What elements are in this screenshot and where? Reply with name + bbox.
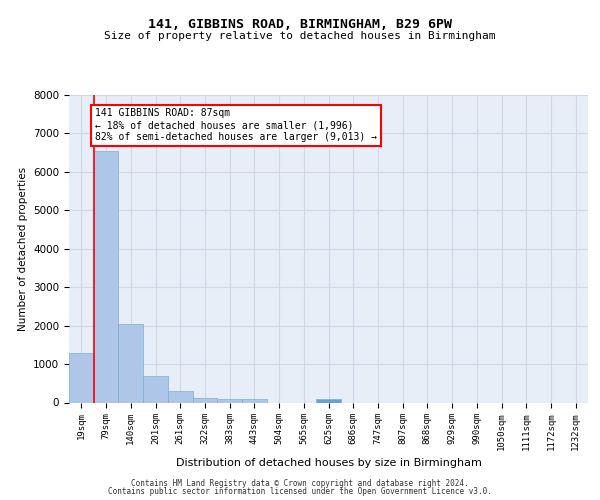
Y-axis label: Number of detached properties: Number of detached properties — [17, 166, 28, 331]
Bar — [168, 392, 193, 402]
Bar — [143, 376, 168, 402]
Bar — [193, 398, 217, 402]
Bar — [217, 400, 242, 402]
Text: Contains public sector information licensed under the Open Government Licence v3: Contains public sector information licen… — [108, 487, 492, 496]
Bar — [69, 352, 94, 403]
Text: Size of property relative to detached houses in Birmingham: Size of property relative to detached ho… — [104, 31, 496, 41]
Text: Contains HM Land Registry data © Crown copyright and database right 2024.: Contains HM Land Registry data © Crown c… — [131, 478, 469, 488]
Text: 141, GIBBINS ROAD, BIRMINGHAM, B29 6PW: 141, GIBBINS ROAD, BIRMINGHAM, B29 6PW — [148, 18, 452, 30]
Bar — [94, 150, 118, 402]
Bar — [242, 398, 267, 402]
X-axis label: Distribution of detached houses by size in Birmingham: Distribution of detached houses by size … — [176, 458, 481, 468]
Bar — [316, 398, 341, 402]
Bar — [118, 324, 143, 402]
Text: 141 GIBBINS ROAD: 87sqm
← 18% of detached houses are smaller (1,996)
82% of semi: 141 GIBBINS ROAD: 87sqm ← 18% of detache… — [95, 108, 377, 142]
